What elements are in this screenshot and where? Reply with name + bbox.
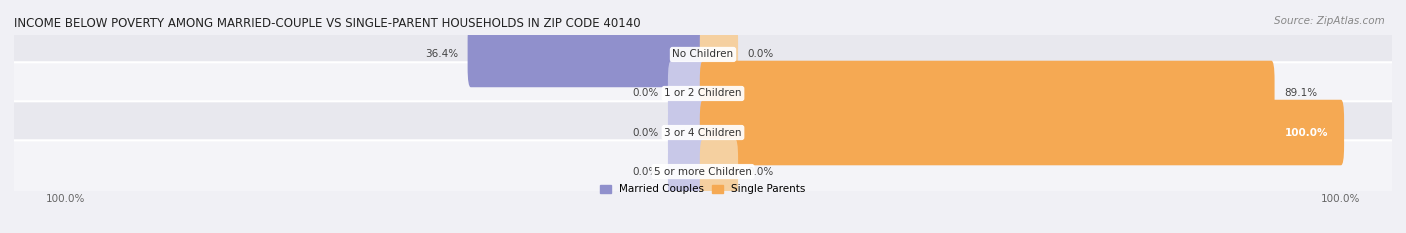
Text: Source: ZipAtlas.com: Source: ZipAtlas.com: [1274, 16, 1385, 26]
FancyBboxPatch shape: [700, 22, 738, 87]
Text: 89.1%: 89.1%: [1284, 89, 1317, 99]
FancyBboxPatch shape: [0, 140, 1406, 203]
FancyBboxPatch shape: [700, 61, 1275, 126]
Text: 0.0%: 0.0%: [748, 167, 773, 177]
Text: 0.0%: 0.0%: [633, 167, 658, 177]
Text: 100.0%: 100.0%: [1285, 127, 1329, 137]
Legend: Married Couples, Single Parents: Married Couples, Single Parents: [596, 180, 810, 198]
FancyBboxPatch shape: [468, 22, 706, 87]
Text: 36.4%: 36.4%: [425, 49, 458, 59]
FancyBboxPatch shape: [700, 139, 738, 204]
Text: 5 or more Children: 5 or more Children: [654, 167, 752, 177]
FancyBboxPatch shape: [700, 100, 1344, 165]
FancyBboxPatch shape: [0, 23, 1406, 86]
Text: INCOME BELOW POVERTY AMONG MARRIED-COUPLE VS SINGLE-PARENT HOUSEHOLDS IN ZIP COD: INCOME BELOW POVERTY AMONG MARRIED-COUPL…: [14, 17, 641, 30]
FancyBboxPatch shape: [668, 100, 706, 165]
FancyBboxPatch shape: [668, 139, 706, 204]
FancyBboxPatch shape: [668, 61, 706, 126]
Text: 0.0%: 0.0%: [633, 89, 658, 99]
FancyBboxPatch shape: [0, 101, 1406, 164]
Text: 3 or 4 Children: 3 or 4 Children: [664, 127, 742, 137]
Text: No Children: No Children: [672, 49, 734, 59]
Text: 1 or 2 Children: 1 or 2 Children: [664, 89, 742, 99]
FancyBboxPatch shape: [0, 62, 1406, 125]
Text: 0.0%: 0.0%: [633, 127, 658, 137]
Text: 0.0%: 0.0%: [748, 49, 773, 59]
